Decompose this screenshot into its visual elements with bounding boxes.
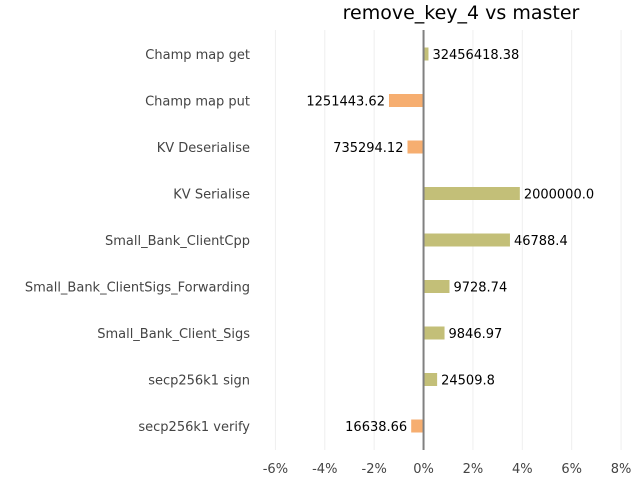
grid-lines bbox=[274, 30, 622, 450]
data-label: 1251443.62 bbox=[306, 95, 385, 110]
bar bbox=[423, 280, 450, 293]
x-tick-label: 0% bbox=[413, 462, 434, 477]
category-label: Small_Bank_Client_Sigs bbox=[97, 327, 250, 342]
category-label: secp256k1 sign bbox=[148, 374, 250, 389]
chart-title: remove_key_4 vs master bbox=[343, 2, 580, 24]
category-label: KV Serialise bbox=[173, 188, 250, 203]
bar bbox=[423, 187, 520, 200]
data-label: 735294.12 bbox=[333, 141, 403, 156]
data-label: 16638.66 bbox=[345, 420, 407, 435]
x-tick-label: -6% bbox=[263, 462, 288, 477]
data-label: 46788.4 bbox=[514, 234, 568, 249]
data-label: 2000000.0 bbox=[524, 188, 594, 203]
bar bbox=[423, 373, 438, 386]
category-label: secp256k1 verify bbox=[138, 420, 250, 435]
category-label: Small_Bank_ClientCpp bbox=[105, 234, 250, 249]
category-label: KV Deserialise bbox=[157, 141, 250, 156]
x-tick-label: 2% bbox=[463, 462, 484, 477]
bar bbox=[407, 140, 424, 154]
x-tick-label: -2% bbox=[362, 462, 387, 477]
x-tick-labels: -6% -4% -2% 0% 2% 4% 6% 8% bbox=[263, 462, 632, 477]
data-label: 24509.8 bbox=[441, 374, 495, 389]
bar bbox=[423, 47, 429, 61]
x-tick-label: 6% bbox=[561, 462, 582, 477]
bar bbox=[423, 326, 445, 340]
data-label: 9728.74 bbox=[453, 281, 507, 296]
data-label: 32456418.38 bbox=[432, 48, 519, 63]
category-label: Champ map get bbox=[145, 48, 250, 63]
x-tick-label: 4% bbox=[512, 462, 533, 477]
bar bbox=[411, 419, 424, 433]
category-label: Champ map put bbox=[145, 95, 250, 110]
bar bbox=[388, 94, 424, 107]
bars bbox=[388, 47, 520, 433]
data-label: 9846.97 bbox=[449, 327, 503, 342]
data-labels: 32456418.38 1251443.62 735294.12 2000000.0 4… bbox=[306, 48, 594, 435]
x-tick-label: 8% bbox=[611, 462, 632, 477]
category-label: Small_Bank_ClientSigs_Forwarding bbox=[25, 281, 250, 296]
x-tick-label: -4% bbox=[312, 462, 337, 477]
category-labels: Champ map get Champ map put KV Deserialise… bbox=[25, 48, 250, 435]
bar bbox=[423, 233, 510, 247]
